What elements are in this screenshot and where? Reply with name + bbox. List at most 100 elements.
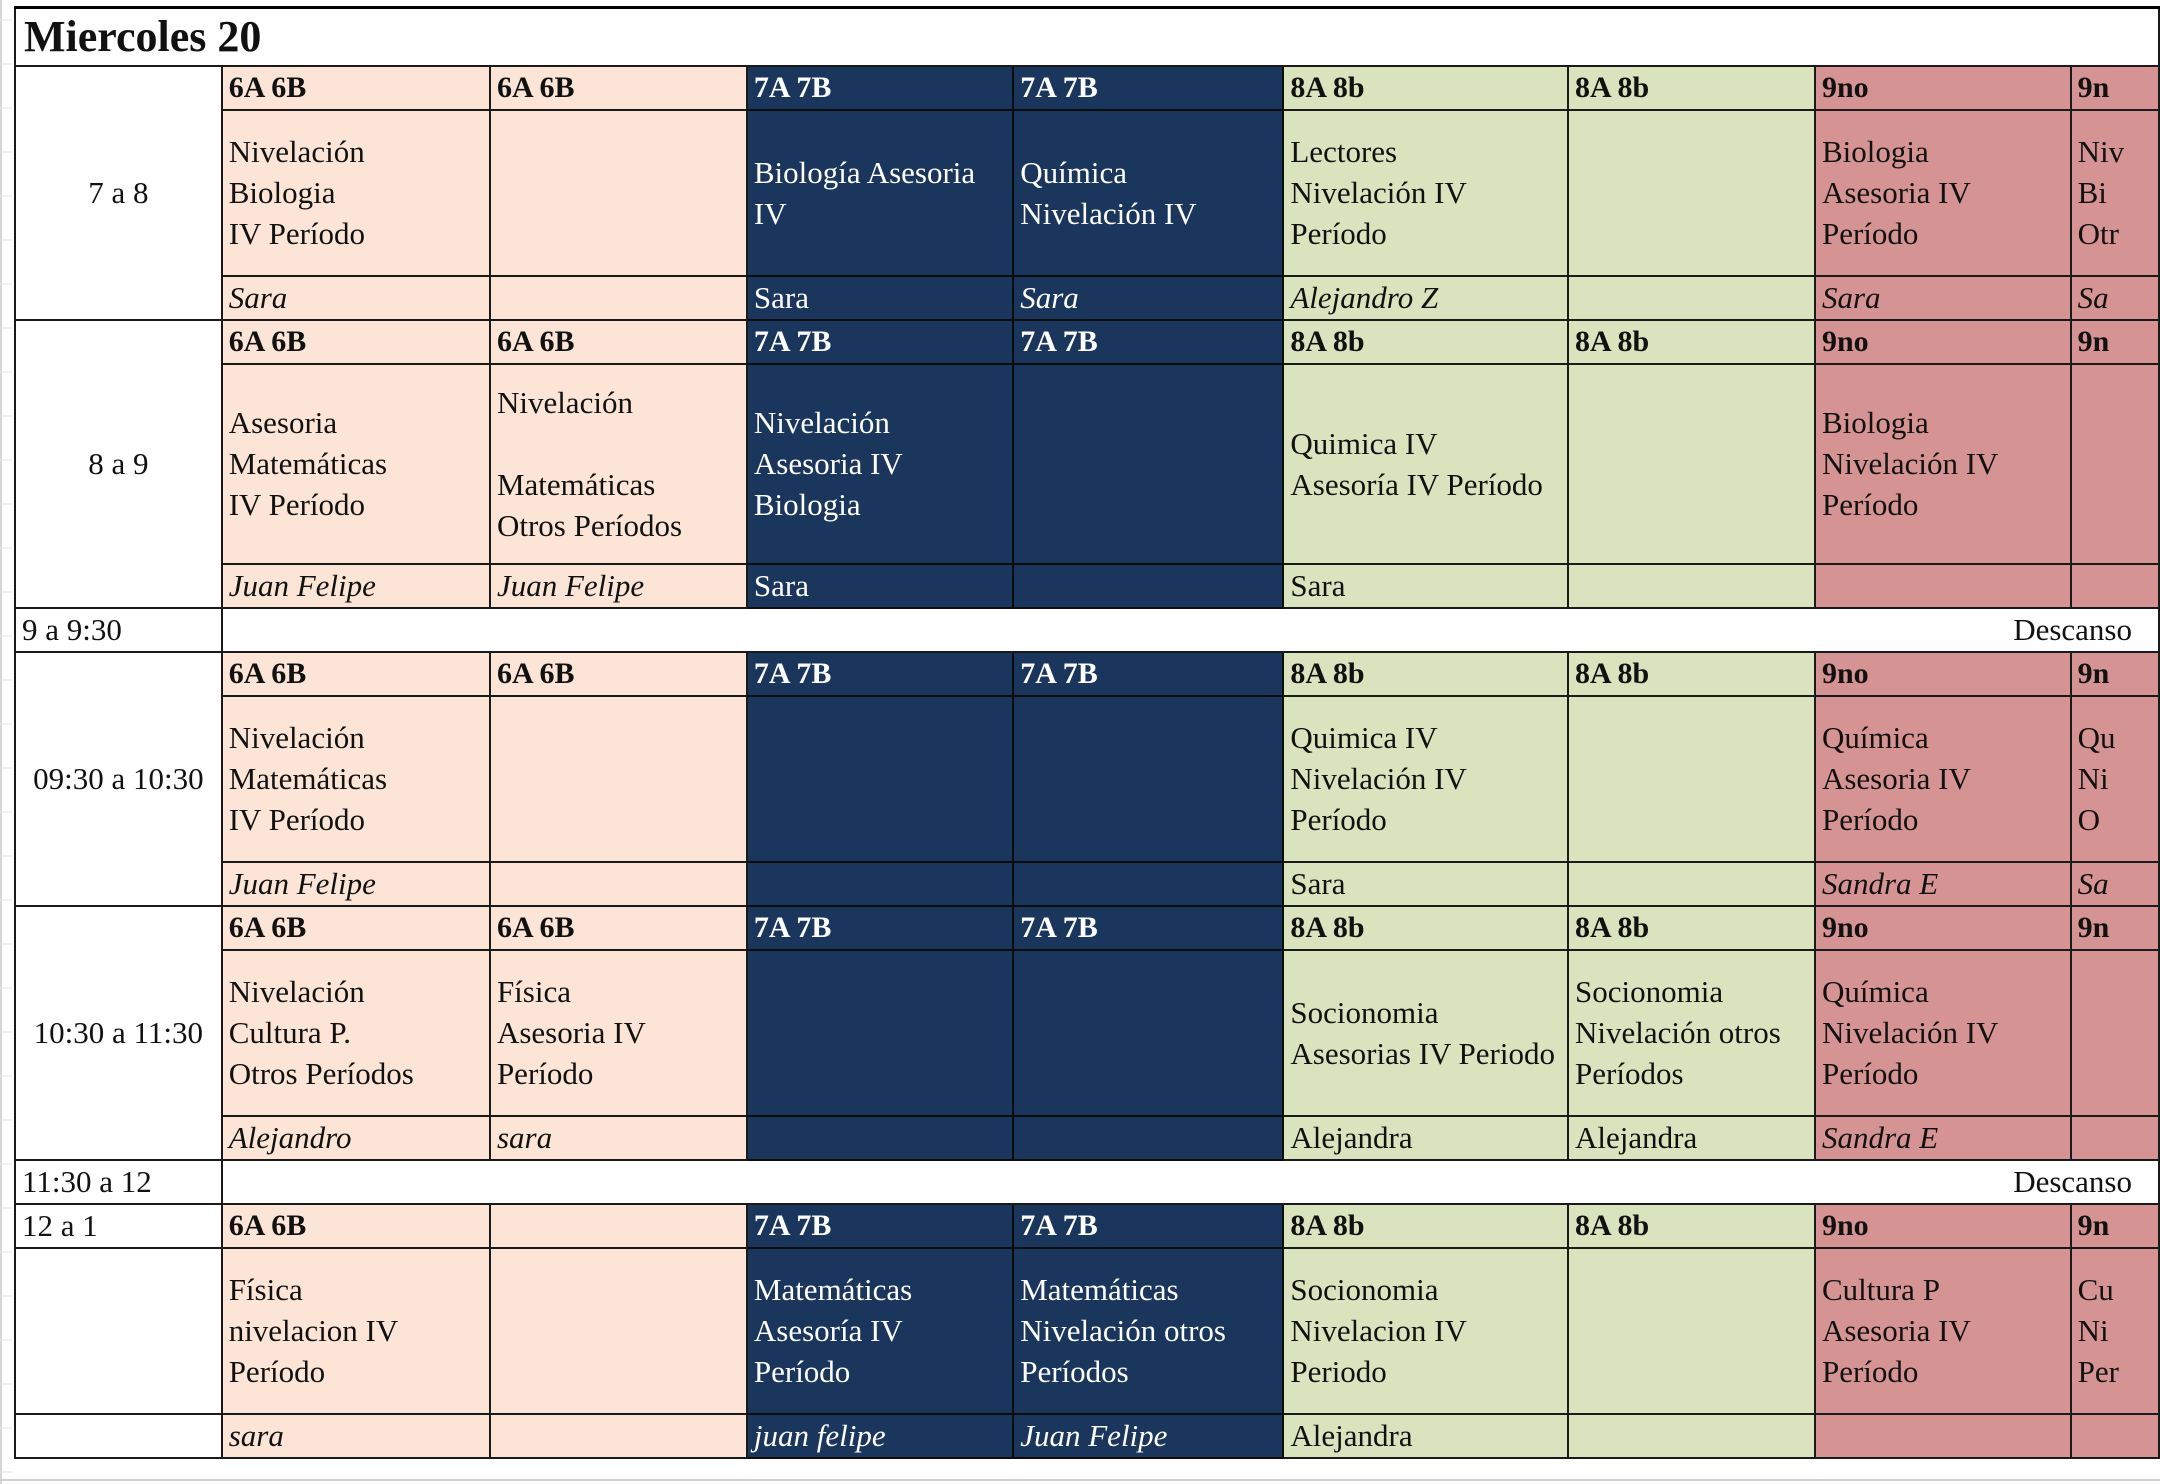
teacher-cell[interactable]: Sara	[1012, 274, 1285, 321]
subject-cell[interactable]: Qu Ni O	[2069, 694, 2160, 863]
teacher-cell[interactable]: Sa	[2069, 860, 2160, 907]
subject-cell[interactable]	[1567, 108, 1816, 277]
subject-cell[interactable]: Nivelación Biologia IV Período	[220, 108, 491, 277]
group-header-cell[interactable]	[488, 1202, 748, 1249]
teacher-cell[interactable]: Juan Felipe	[220, 860, 491, 907]
group-header-cell[interactable]: 7A 7B	[745, 64, 1015, 111]
subject-cell[interactable]: Química Nivelación IV Período	[1813, 948, 2072, 1117]
subject-cell[interactable]: Socionomia Asesorias IV Periodo	[1282, 948, 1570, 1117]
teacher-cell[interactable]	[1012, 562, 1285, 609]
teacher-cell[interactable]: Alejandra	[1567, 1114, 1816, 1161]
group-header-cell[interactable]: 7A 7B	[745, 318, 1015, 365]
group-header-cell[interactable]: 9no	[1813, 650, 2072, 697]
teacher-cell[interactable]: juan felipe	[745, 1412, 1015, 1459]
empty-cell[interactable]	[14, 1412, 223, 1459]
time-slot-cell[interactable]: 7 a 8	[14, 64, 223, 321]
teacher-cell[interactable]	[2069, 1114, 2160, 1161]
teacher-cell[interactable]	[2069, 562, 2160, 609]
group-header-cell[interactable]: 7A 7B	[745, 1202, 1015, 1249]
subject-cell[interactable]	[1567, 1246, 1816, 1415]
subject-cell[interactable]: Asesoria Matemáticas IV Período	[220, 362, 491, 565]
subject-cell[interactable]: Cu Ni Per	[2069, 1246, 2160, 1415]
time-slot-cell[interactable]: 09:30 a 10:30	[14, 650, 223, 907]
teacher-cell[interactable]: Sandra E	[1813, 1114, 2072, 1161]
group-header-cell[interactable]: 8A 8b	[1567, 64, 1816, 111]
group-header-cell[interactable]: 7A 7B	[1012, 1202, 1285, 1249]
teacher-cell[interactable]: Alejandra	[1282, 1114, 1570, 1161]
break-label-cell[interactable]: Descanso	[220, 606, 2160, 653]
time-slot-cell[interactable]: 8 a 9	[14, 318, 223, 609]
group-header-cell[interactable]: 9no	[1813, 64, 2072, 111]
subject-cell[interactable]: Lectores Nivelación IV Período	[1282, 108, 1570, 277]
group-header-cell[interactable]: 6A 6B	[220, 64, 491, 111]
teacher-cell[interactable]: Sandra E	[1813, 860, 2072, 907]
subject-cell[interactable]: Física Asesoria IV Período	[488, 948, 748, 1117]
group-header-cell[interactable]: 6A 6B	[488, 64, 748, 111]
group-header-cell[interactable]: 6A 6B	[220, 904, 491, 951]
teacher-cell[interactable]	[488, 274, 748, 321]
time-slot-cell[interactable]: 10:30 a 11:30	[14, 904, 223, 1161]
group-header-cell[interactable]: 8A 8b	[1567, 318, 1816, 365]
subject-cell[interactable]: Química Asesoria IV Período	[1813, 694, 2072, 863]
teacher-cell[interactable]: Alejandro	[220, 1114, 491, 1161]
subject-cell[interactable]: Quimica IV Nivelación IV Período	[1282, 694, 1570, 863]
group-header-cell[interactable]: 8A 8b	[1282, 1202, 1570, 1249]
group-header-cell[interactable]: 7A 7B	[745, 904, 1015, 951]
teacher-cell[interactable]: Alejandro Z	[1282, 274, 1570, 321]
group-header-cell[interactable]: 6A 6B	[220, 650, 491, 697]
teacher-cell[interactable]: Sara	[745, 562, 1015, 609]
teacher-cell[interactable]	[1567, 274, 1816, 321]
group-header-cell[interactable]: 8A 8b	[1282, 318, 1570, 365]
teacher-cell[interactable]: Juan Felipe	[1012, 1412, 1285, 1459]
group-header-cell[interactable]: 7A 7B	[745, 650, 1015, 697]
subject-cell[interactable]: Matemáticas Nivelación otros Períodos	[1012, 1246, 1285, 1415]
teacher-cell[interactable]	[1012, 860, 1285, 907]
group-header-cell[interactable]: 6A 6B	[488, 318, 748, 365]
teacher-cell[interactable]	[745, 860, 1015, 907]
group-header-cell[interactable]: 9n	[2069, 1202, 2160, 1249]
break-label-cell[interactable]: Descanso	[220, 1158, 2160, 1205]
subject-cell[interactable]: Matemáticas Asesoría IV Período	[745, 1246, 1015, 1415]
subject-cell[interactable]: Biología Asesoria IV	[745, 108, 1015, 277]
subject-cell[interactable]	[488, 694, 748, 863]
group-header-cell[interactable]: 7A 7B	[1012, 318, 1285, 365]
group-header-cell[interactable]: 7A 7B	[1012, 64, 1285, 111]
group-header-cell[interactable]: 8A 8b	[1567, 1202, 1816, 1249]
subject-cell[interactable]: Física nivelacion IV Período	[220, 1246, 491, 1415]
teacher-cell[interactable]: sara	[488, 1114, 748, 1161]
subject-cell[interactable]: Química Nivelación IV	[1012, 108, 1285, 277]
subject-cell[interactable]: Socionomia Nivelación otros Períodos	[1567, 948, 1816, 1117]
group-header-cell[interactable]: 6A 6B	[488, 904, 748, 951]
subject-cell[interactable]: Nivelación Matemáticas IV Período	[220, 694, 491, 863]
time-slot-cell[interactable]: 11:30 a 12	[14, 1158, 223, 1205]
group-header-cell[interactable]: 8A 8b	[1567, 904, 1816, 951]
group-header-cell[interactable]: 9n	[2069, 904, 2160, 951]
subject-cell[interactable]: Biologia Asesoria IV Período	[1813, 108, 2072, 277]
subject-cell[interactable]	[745, 948, 1015, 1117]
subject-cell[interactable]: Quimica IV Asesoría IV Período	[1282, 362, 1570, 565]
time-slot-cell[interactable]: 12 a 1	[14, 1202, 223, 1249]
day-title[interactable]: Miercoles 20	[14, 6, 2160, 67]
teacher-cell[interactable]	[745, 1114, 1015, 1161]
group-header-cell[interactable]: 6A 6B	[220, 1202, 491, 1249]
subject-cell[interactable]	[1012, 362, 1285, 565]
teacher-cell[interactable]	[488, 1412, 748, 1459]
subject-cell[interactable]: Biologia Nivelación IV Período	[1813, 362, 2072, 565]
subject-cell[interactable]	[1012, 694, 1285, 863]
teacher-cell[interactable]: Sara	[1282, 860, 1570, 907]
time-slot-cell[interactable]: 9 a 9:30	[14, 606, 223, 653]
empty-cell[interactable]	[14, 1246, 223, 1415]
subject-cell[interactable]	[745, 694, 1015, 863]
subject-cell[interactable]: Cultura P Asesoria IV Período	[1813, 1246, 2072, 1415]
subject-cell[interactable]	[488, 108, 748, 277]
teacher-cell[interactable]: Juan Felipe	[220, 562, 491, 609]
group-header-cell[interactable]: 9no	[1813, 318, 2072, 365]
subject-cell[interactable]: Socionomia Nivelacion IV Periodo	[1282, 1246, 1570, 1415]
teacher-cell[interactable]: Sara	[1813, 274, 2072, 321]
group-header-cell[interactable]: 9no	[1813, 904, 2072, 951]
group-header-cell[interactable]: 6A 6B	[488, 650, 748, 697]
subject-cell[interactable]	[488, 1246, 748, 1415]
group-header-cell[interactable]: 9n	[2069, 318, 2160, 365]
teacher-cell[interactable]	[1813, 1412, 2072, 1459]
teacher-cell[interactable]: Sara	[1282, 562, 1570, 609]
